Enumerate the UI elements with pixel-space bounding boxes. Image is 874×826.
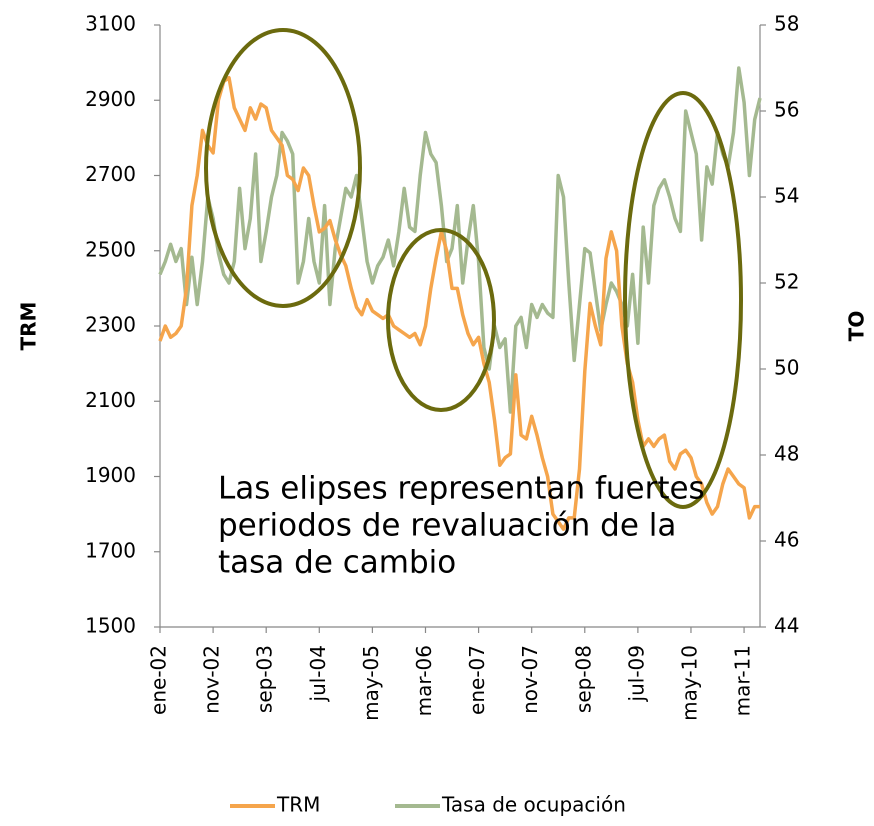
y-tick-label: 2100: [85, 388, 136, 412]
ellipses: [204, 28, 743, 509]
y-axis-title: TRM: [17, 302, 41, 351]
legend-label: TRM: [276, 793, 320, 817]
y2-tick-label: 54: [774, 184, 799, 208]
y2-tick-label: 48: [774, 442, 799, 466]
x-tick-label: may-05: [359, 645, 383, 721]
annotation: tasa de cambio: [218, 545, 456, 581]
x-tick-label: sep-08: [571, 645, 595, 713]
y-tick-label: 1700: [85, 538, 136, 562]
x-tick-label: mar-11: [731, 645, 755, 716]
y2-tick-label: 46: [774, 528, 799, 552]
y2-tick-label: 58: [774, 12, 799, 36]
y-tick-label: 2500: [85, 237, 136, 261]
x-tick-label: nov-07: [518, 645, 542, 714]
ellipse: [386, 228, 496, 412]
x-tick-label: sep-03: [253, 645, 277, 713]
y2-tick-label: 52: [774, 270, 799, 294]
y-tick-label: 2700: [85, 162, 136, 186]
x-tick-label: ene-07: [465, 645, 489, 715]
annotation: Las elipses representan fuertes: [218, 471, 705, 507]
y-tick-label: 2900: [85, 87, 136, 111]
series-line: [158, 66, 762, 414]
series-line: [158, 75, 760, 531]
x-tick-label: jul-04: [306, 645, 330, 702]
x-tick-label: nov-02: [200, 645, 224, 714]
x-tick-label: jul-09: [624, 645, 648, 702]
y-tick-label: 1500: [85, 614, 136, 638]
y-tick-label: 2300: [85, 313, 136, 337]
y2-tick-label: 56: [774, 98, 799, 122]
x-tick-label: ene-02: [147, 645, 171, 715]
ellipse: [204, 28, 362, 308]
y-tick-label: 3100: [85, 12, 136, 36]
ellipse: [623, 91, 743, 509]
y2-tick-label: 44: [774, 614, 799, 638]
annotation: periodos de revaluación de la: [218, 508, 676, 544]
x-tick-label: may-10: [677, 645, 701, 721]
y2-tick-label: 50: [774, 356, 799, 380]
y2-axis-title: TO: [845, 311, 869, 342]
y-tick-label: 1900: [85, 463, 136, 487]
x-tick-label: mar-06: [412, 645, 436, 716]
legend-label: Tasa de ocupación: [441, 793, 626, 817]
